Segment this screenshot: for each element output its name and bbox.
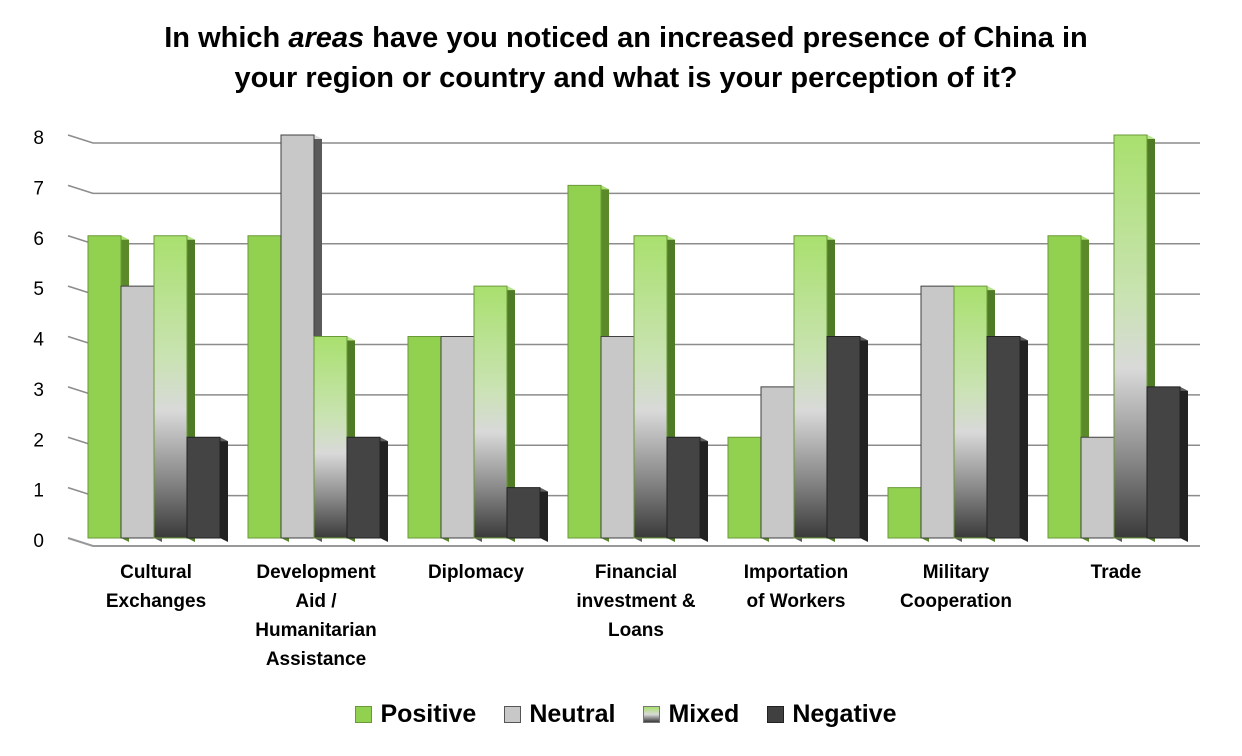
- x-tick-label: Development Aid / Humanitarian Assistance: [255, 562, 376, 670]
- bar-front: [440, 336, 475, 539]
- y-tick-label: 2: [33, 430, 44, 451]
- bar-front: [1047, 235, 1082, 539]
- bar-negative: [506, 487, 548, 542]
- bar-side: [1020, 336, 1028, 542]
- gridline: [67, 537, 1200, 547]
- bar-side: [700, 437, 708, 542]
- bar-front: [887, 487, 922, 539]
- bar-front: [186, 436, 221, 539]
- bar-front: [346, 436, 381, 539]
- y-axis-ticks: 0 1 2 3 4 5 6 7 8: [33, 128, 44, 552]
- bar-front: [87, 235, 122, 539]
- x-tick-label: Cultural Exchanges: [106, 562, 206, 612]
- x-axis-labels: Cultural Exchanges Development Aid / Humanit…: [106, 562, 1142, 670]
- bar-front: [567, 184, 602, 539]
- x-tick-label: Diplomacy: [428, 562, 525, 583]
- y-tick-label: 1: [33, 481, 44, 502]
- bar-front: [920, 285, 955, 539]
- bar-negative: [186, 436, 228, 542]
- bar-side: [860, 336, 868, 542]
- bar-front: [407, 336, 442, 539]
- legend-swatch-mixed: [643, 706, 661, 723]
- x-tick-label: Financial investment & Loans: [576, 562, 696, 641]
- bar-front: [793, 235, 828, 539]
- gridline: [67, 184, 1200, 195]
- bar-front: [826, 336, 861, 539]
- legend-label-mixed: Mixed: [668, 700, 740, 728]
- bar-front: [473, 285, 508, 539]
- bar-negative: [346, 436, 388, 542]
- bar-front: [280, 134, 315, 539]
- y-tick-label: 3: [33, 380, 44, 401]
- legend-item-neutral: Neutral: [504, 700, 615, 729]
- bar-negative: [826, 336, 868, 542]
- legend-swatch-negative: [767, 706, 785, 723]
- x-tick-label: Military Cooperation: [900, 562, 1012, 612]
- bar-negative: [1146, 386, 1188, 542]
- bar-side: [380, 437, 388, 542]
- bar-side: [540, 487, 548, 542]
- title-line-1: In which areas have you noticed an incre…: [0, 18, 1242, 58]
- bar-front: [1146, 386, 1181, 539]
- y-tick-label: 0: [33, 531, 44, 552]
- title-line-2: your region or country and what is your …: [234, 62, 1018, 94]
- bar-negative: [666, 436, 708, 542]
- gridline: [67, 134, 1200, 144]
- bar-front: [153, 235, 188, 539]
- legend-item-mixed: Mixed: [643, 700, 739, 729]
- bar-front: [1080, 436, 1115, 539]
- bar-negative: [986, 336, 1028, 542]
- y-tick-label: 8: [33, 128, 44, 149]
- bar-side: [220, 437, 228, 542]
- legend-item-negative: Negative: [767, 700, 897, 729]
- y-tick-label: 5: [33, 279, 44, 300]
- bar-positive: [1047, 235, 1089, 542]
- y-tick-label: 7: [33, 178, 44, 199]
- legend: Positive Neutral Mixed Negative: [0, 700, 1242, 729]
- x-tick-label: Importation of Workers: [744, 562, 849, 612]
- bar-front: [727, 436, 762, 539]
- bar-side: [1180, 386, 1188, 542]
- title-part: In which: [164, 22, 289, 54]
- y-tick-label: 4: [33, 330, 44, 351]
- bar-front: [666, 436, 701, 539]
- bar-front: [120, 285, 155, 539]
- bar-front: [760, 386, 795, 539]
- chart-title: In which areas have you noticed an incre…: [0, 18, 1242, 98]
- title-emphasis: areas: [288, 22, 365, 54]
- bar-front: [600, 336, 635, 539]
- bar-front: [1113, 134, 1148, 539]
- bars: [87, 134, 1188, 542]
- legend-swatch-positive: [355, 706, 373, 723]
- legend-item-positive: Positive: [355, 700, 476, 729]
- legend-label-negative: Negative: [792, 700, 897, 728]
- bar-front: [247, 235, 282, 539]
- x-tick-label: Trade: [1091, 562, 1142, 583]
- bar-chart: 0 1 2 3 4 5 6 7 8 Cultural Exchanges Development Ai…: [33, 128, 1200, 670]
- bar-mixed: [793, 235, 835, 542]
- bar-front: [953, 285, 988, 539]
- bar-side: [507, 286, 515, 542]
- title-part: have you noticed an increased presence o…: [364, 22, 1088, 54]
- bar-mixed: [473, 285, 515, 542]
- bar-front: [506, 487, 541, 539]
- y-tick-label: 6: [33, 229, 44, 250]
- bar-front: [633, 235, 668, 539]
- legend-swatch-neutral: [504, 706, 522, 723]
- bar-front: [986, 336, 1021, 539]
- legend-label-neutral: Neutral: [529, 700, 616, 728]
- bar-front: [313, 336, 348, 539]
- legend-label-positive: Positive: [380, 700, 477, 728]
